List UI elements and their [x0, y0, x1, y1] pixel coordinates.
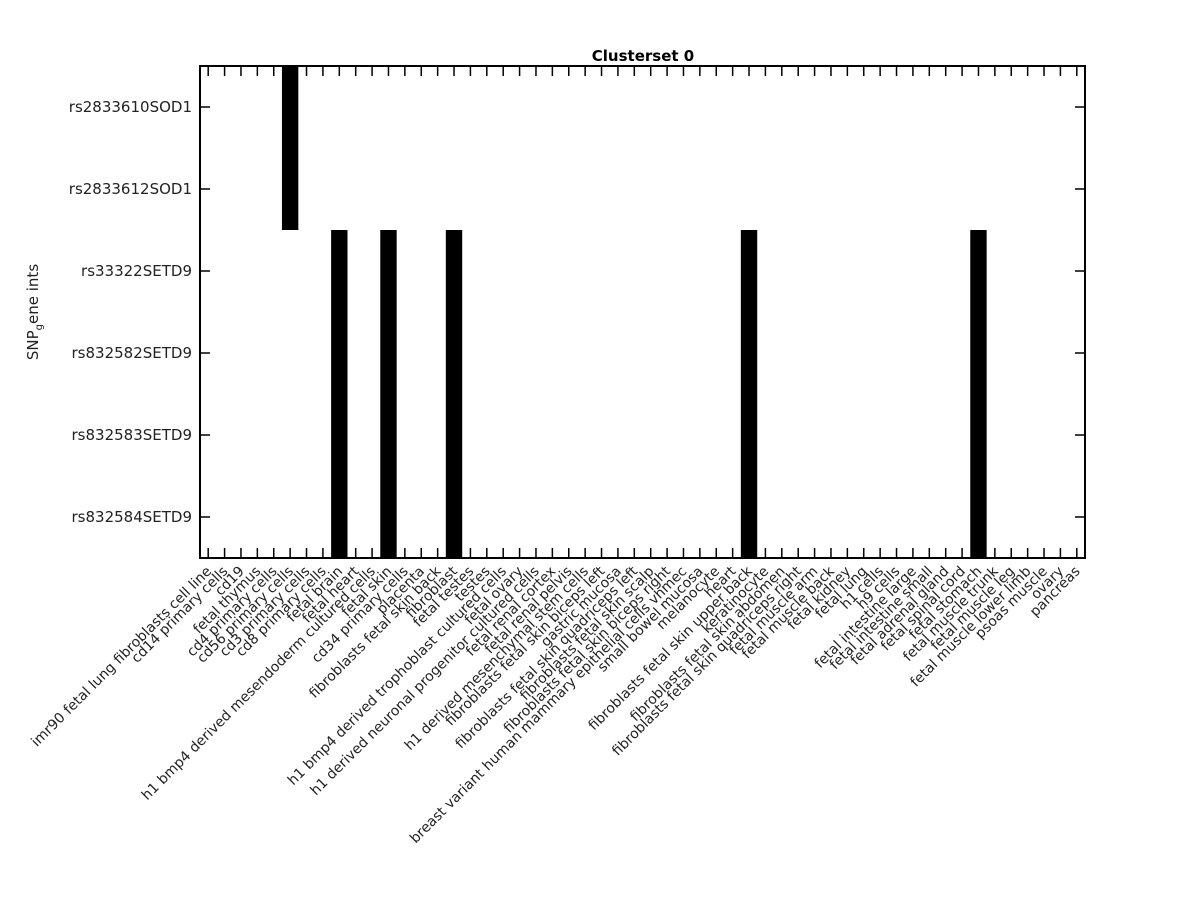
- heatmap-cell-1: [331, 230, 348, 558]
- y-tick-label: rs832584SETD9: [72, 508, 193, 526]
- y-axis-label-rest: ene ints: [24, 264, 42, 324]
- heatmap-cells: [281, 66, 987, 558]
- y-tick-labels: rs2833610SOD1 rs2833612SOD1 rs33322SETD9 rs…: [69, 98, 192, 526]
- y-tick-label: rs2833612SOD1: [69, 180, 192, 198]
- y-axis-label-main: SNP: [24, 330, 42, 360]
- y-tick-label: rs2833610SOD1: [69, 98, 192, 116]
- y-tick-label: rs832582SETD9: [72, 344, 193, 362]
- heatmap-cell-0: [281, 66, 299, 230]
- x-tick-label: imr90 fetal lung fibroblasts cell line: [28, 564, 215, 751]
- x-tick-labels: imr90 fetal lung fibroblasts cell linecd…: [28, 563, 1083, 847]
- plot-frame: [199, 65, 1086, 559]
- heatmap-cell-3: [445, 230, 463, 558]
- y-tick-label: rs832583SETD9: [72, 426, 193, 444]
- chart-title: Clusterset 0: [592, 47, 694, 65]
- y-axis-label-subscript: g: [34, 324, 45, 330]
- y-axis-label: SNPgene ints: [24, 264, 45, 360]
- heatmap-cell-5: [970, 230, 987, 558]
- y-tick-label: rs33322SETD9: [81, 262, 192, 280]
- heatmap-cell-4: [740, 230, 758, 558]
- axis-ticks: [200, 66, 1085, 558]
- heatmap-cell-2: [380, 230, 397, 558]
